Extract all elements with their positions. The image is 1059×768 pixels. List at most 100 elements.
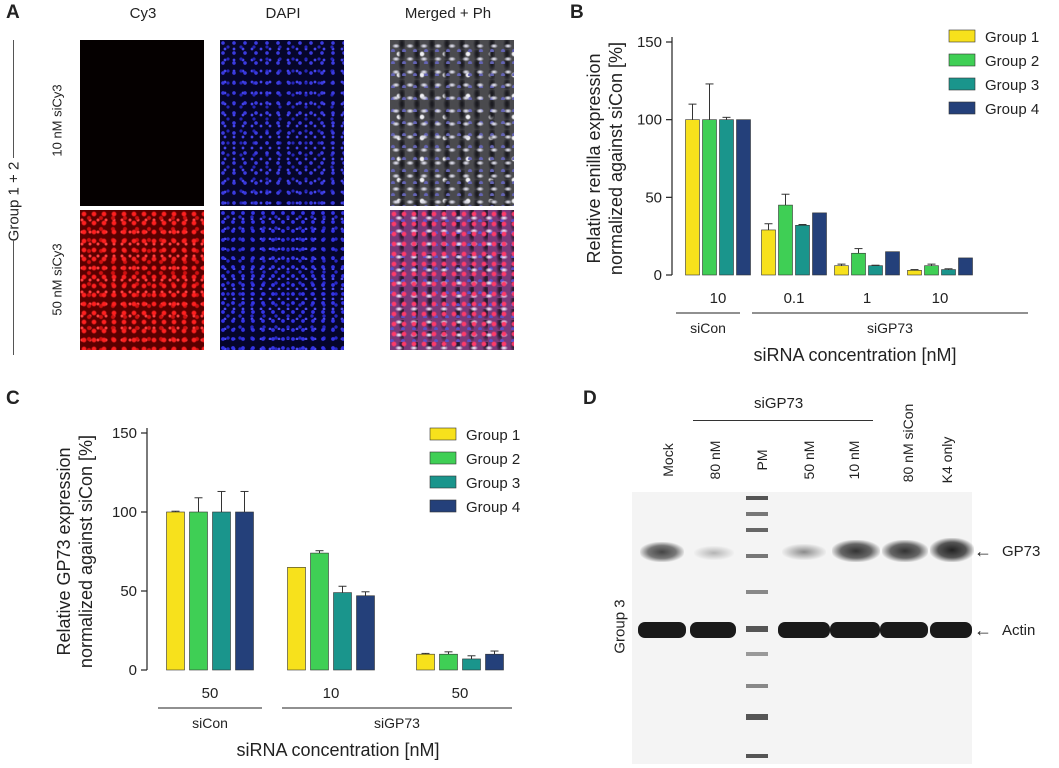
lane-label-10nm: 10 nM xyxy=(846,440,862,480)
chart-b-bar xyxy=(719,119,734,276)
blot-band-gp73-80nm xyxy=(694,546,734,560)
chart-b-y-tick-label: 0 xyxy=(654,267,662,284)
chart-b-y-tick-label: 150 xyxy=(637,34,662,51)
chart-b-bar xyxy=(685,119,700,276)
chart-c-bar xyxy=(166,511,185,671)
lane-label-mock: Mock xyxy=(660,443,676,477)
chart-c-bar xyxy=(485,653,504,671)
group-bracket-line-top xyxy=(13,40,14,158)
chart-b-x-tick-label: 10 xyxy=(710,290,727,307)
chart-b-legend-swatch xyxy=(948,101,976,115)
chart-c-bar xyxy=(189,511,208,671)
blot-band-actin-10nm xyxy=(830,622,880,638)
chart-b-y-axis-label-line: normalized against siCon [%] xyxy=(606,42,626,275)
chart-c-legend-label: Group 4 xyxy=(466,499,520,516)
chart-c-legend-label: Group 2 xyxy=(466,451,520,468)
chart-b-legend-label: Group 1 xyxy=(985,29,1039,46)
chart-b-y-axis-label-group: Relative renilla expression normalized ag… xyxy=(584,42,626,275)
micrograph-merged-10nm xyxy=(390,40,514,206)
chart-c-y-axis-label-group: Relative GP73 expression normalized again… xyxy=(54,435,96,668)
chart-b-bar xyxy=(851,252,866,276)
arrow-icon-gp73: ← xyxy=(974,541,992,561)
chart-c-bar xyxy=(333,592,352,671)
micrograph-cy3-10nm xyxy=(80,40,204,206)
blot-band-gp73-10nm xyxy=(832,540,880,562)
chart-b-x-tick-label: 10 xyxy=(932,290,949,307)
blot-marker-ladder xyxy=(746,492,768,764)
micrograph-merged-50nm xyxy=(390,210,514,350)
column-title-cy3: Cy3 xyxy=(129,5,157,22)
chart-c-y-tick-label: 50 xyxy=(120,583,137,600)
chart-b-y-tick-label: 100 xyxy=(637,112,662,129)
blot-band-actin-mock xyxy=(638,622,686,638)
chart-c-y-axis-label-line: Relative GP73 expression xyxy=(54,447,74,655)
chart-c-y-axis-label-line: normalized against siCon [%] xyxy=(76,435,96,668)
chart-b-bar xyxy=(941,269,956,276)
chart-c-y-tick-label: 100 xyxy=(112,504,137,521)
lane-label-pm: PM xyxy=(754,449,770,471)
arrow-label-gp73: GP73 xyxy=(1002,543,1041,560)
chart-c-group-label: siGP73 xyxy=(374,715,420,731)
chart-c-legend-label: Group 1 xyxy=(466,427,520,444)
column-title-merged: Merged + Ph xyxy=(404,5,492,22)
chart-c-bar xyxy=(439,653,458,671)
chart-c-x-tick-label: 10 xyxy=(323,685,340,702)
panel-letter-d: D xyxy=(583,388,597,409)
chart-b-bar xyxy=(958,257,973,276)
chart-c-y-tick-label: 0 xyxy=(129,662,137,679)
chart-c-x-tick-label: 50 xyxy=(452,685,469,702)
chart-c-x-tick-label: 50 xyxy=(202,685,219,702)
chart-c-legend-label: Group 3 xyxy=(466,475,520,492)
chart-b-bar xyxy=(795,224,810,276)
blot-band-gp73-mock xyxy=(640,542,684,562)
lane-label-80nm: 80 nM xyxy=(707,440,723,480)
blot-band-gp73-k4 xyxy=(930,538,974,562)
micrograph-dapi-50nm xyxy=(220,210,344,350)
chart-b-y-tick-label: 50 xyxy=(645,189,662,206)
lane-label-k4-only: K4 only xyxy=(939,436,955,484)
arrow-icon-actin: ← xyxy=(974,620,992,640)
chart-b-bar xyxy=(885,251,900,276)
micrograph-dapi-10nm xyxy=(220,40,344,206)
chart-c-legend-swatch xyxy=(429,499,457,513)
chart-c-legend-swatch xyxy=(429,451,457,465)
chart-b-legend-swatch xyxy=(948,77,976,91)
lane-label-80nm-sicon: 80 nM siCon xyxy=(900,403,916,483)
chart-b-bar xyxy=(812,212,827,276)
chart-b-bar xyxy=(761,229,776,276)
chart-b: 0 50 100 150 10 0.1 1 10 siCon siGP73 siRNA concen… xyxy=(584,29,1039,365)
chart-b-x-axis-label: siRNA concentration [nM] xyxy=(753,345,956,365)
chart-b-legend-label: Group 2 xyxy=(985,53,1039,70)
chart-b-bar xyxy=(778,204,793,276)
blot-band-gp73-sicon xyxy=(882,540,928,562)
panel-letter-c: C xyxy=(6,388,20,409)
chart-b-bar xyxy=(868,265,883,276)
blot-group-label: Group 3 xyxy=(611,599,629,654)
sigp73-label: siGP73 xyxy=(754,395,804,412)
group-bracket-line-bottom xyxy=(13,240,14,355)
chart-c-bar xyxy=(212,511,231,671)
chart-c-bar xyxy=(462,658,481,671)
chart-c-bar xyxy=(416,653,435,671)
chart-b-legend-swatch xyxy=(948,29,976,43)
micrograph-cy3-50nm xyxy=(80,210,204,350)
chart-c-bar xyxy=(235,511,254,671)
chart-b-legend-label: Group 3 xyxy=(985,77,1039,94)
chart-b-group-label: siGP73 xyxy=(867,320,913,336)
chart-c-legend-swatch xyxy=(429,475,457,489)
chart-c-group-label: siCon xyxy=(192,715,228,731)
blot-band-actin-50nm xyxy=(778,622,830,638)
chart-b-y-axis-label-line: Relative renilla expression xyxy=(584,53,604,263)
chart-b-legend-label: Group 4 xyxy=(985,101,1039,118)
blot-band-gp73-50nm xyxy=(782,544,826,560)
chart-b-legend-swatch xyxy=(948,53,976,67)
chart-b-group-label: siCon xyxy=(690,320,726,336)
chart-c-bar xyxy=(310,552,329,671)
blot-band-actin-80nm xyxy=(690,622,736,638)
chart-c: 0 50 100 150 50 10 50 siCon siGP73 siRNA concentr… xyxy=(54,425,520,760)
blot-band-actin-sicon xyxy=(880,622,928,638)
chart-b-bar xyxy=(924,265,939,276)
sigp73-bracket xyxy=(693,420,873,421)
chart-c-bar xyxy=(356,595,375,671)
chart-b-bar xyxy=(907,270,922,276)
